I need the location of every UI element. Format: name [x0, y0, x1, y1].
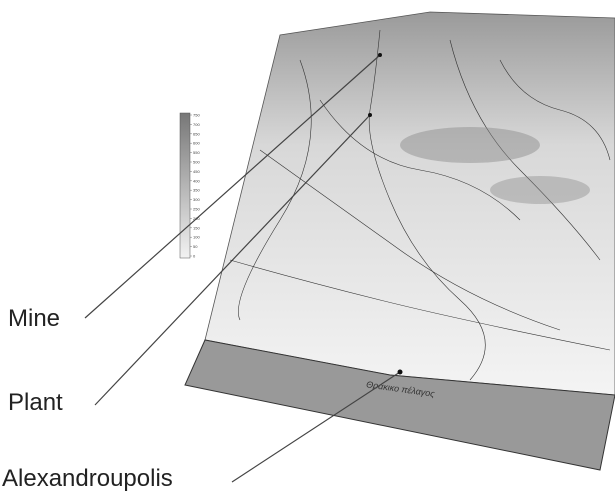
- legend-tick-label: 350: [193, 188, 200, 193]
- legend-tick-label: 450: [193, 169, 200, 174]
- site-marker: [368, 113, 372, 117]
- city-label: Alexandroupolis: [2, 465, 173, 492]
- plant-label: Plant: [8, 389, 63, 416]
- legend-tick-label: 0: [193, 254, 196, 259]
- site-marker: [397, 369, 403, 375]
- terrain: [204, 11, 615, 396]
- legend: 7507006506005505004504003503002502001501…: [190, 113, 200, 259]
- legend-tick-label: 150: [193, 225, 200, 230]
- mine-label: Mine: [8, 305, 60, 332]
- ridge: [400, 127, 540, 163]
- pointer-line: [84, 54, 381, 319]
- sea: [184, 339, 615, 471]
- legend-tick-label: 700: [193, 122, 200, 127]
- pointer-line: [231, 371, 401, 483]
- legend-tick-label: 50: [193, 244, 198, 249]
- ridge: [490, 176, 590, 204]
- legend-tick-label: 300: [193, 197, 200, 202]
- legend-tick-label: 600: [193, 141, 200, 146]
- legend-tick-label: 650: [193, 131, 200, 136]
- legend-tick-label: 100: [193, 235, 200, 240]
- legend-bar: [179, 112, 191, 259]
- legend-tick-label: 550: [193, 150, 200, 155]
- legend-tick-label: 750: [193, 113, 200, 118]
- legend-tick-label: 250: [193, 207, 200, 212]
- legend-tick-label: 500: [193, 160, 200, 165]
- legend-tick-label: 400: [193, 178, 200, 183]
- pointer-line: [94, 114, 371, 406]
- site-marker: [378, 53, 382, 57]
- rivers: [229, 29, 611, 381]
